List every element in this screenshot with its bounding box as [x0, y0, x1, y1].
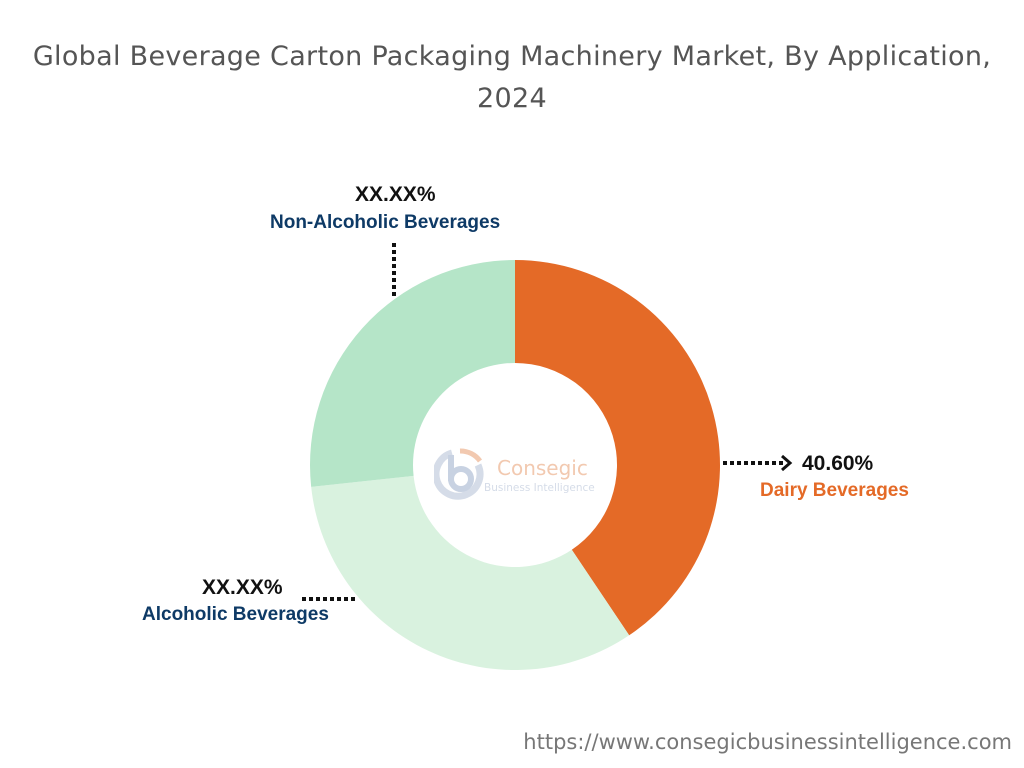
slice-non-alcoholic-beverages: [310, 260, 515, 487]
data-label-dairy: 40.60%: [802, 452, 874, 475]
slice-alcoholic-beverages: [311, 475, 630, 670]
watermark-name: Consegic: [497, 456, 588, 480]
data-label-non-alcoholic: XX.XX%: [355, 183, 436, 206]
category-label-dairy: Dairy Beverages: [760, 480, 909, 501]
logo-icon: [432, 445, 484, 509]
arrow-head-dairy: [781, 454, 793, 472]
category-label-non-alcoholic: Non-Alcoholic Beverages: [270, 212, 501, 233]
watermark-tagline: Business Intelligence: [484, 482, 595, 494]
data-label-alcoholic: XX.XX%: [202, 576, 283, 599]
slice-dairy-beverages: [515, 260, 720, 636]
chart-title: Global Beverage Carton Packaging Machine…: [32, 41, 992, 114]
category-label-alcoholic: Alcoholic Beverages: [142, 604, 329, 625]
slice-label-dairy: 40.60%: [802, 452, 873, 476]
source-url: https://www.consegicbusinessintelligence…: [523, 730, 1012, 754]
